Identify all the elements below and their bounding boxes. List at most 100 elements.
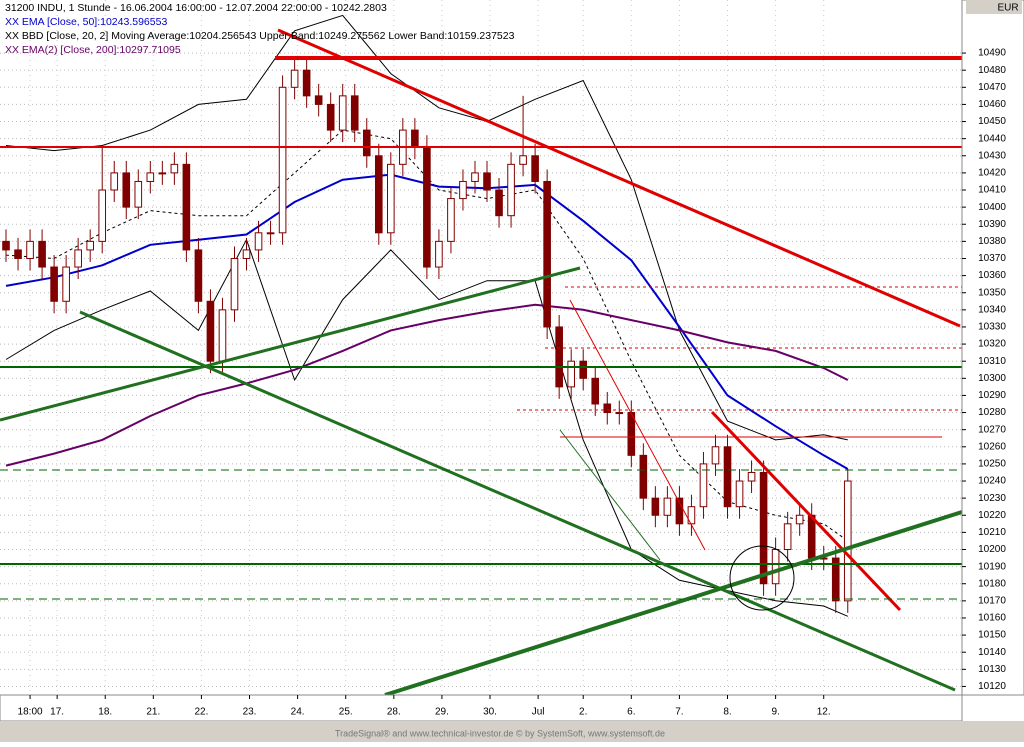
y-tick-label: 10130 xyxy=(978,664,1006,675)
axes: 10120 10130 10140 10150 10160 10170 10180 10190… xyxy=(18,48,1007,718)
candle-body xyxy=(110,172,119,191)
legend: 31200 INDU, 1 Stunde - 16.06.2004 16:00:… xyxy=(5,2,515,56)
candle-body xyxy=(711,446,720,465)
candle-body xyxy=(447,198,455,242)
candle-body xyxy=(807,514,816,559)
y-tick-label: 10450 xyxy=(978,116,1006,127)
y-tick-label: 10260 xyxy=(978,441,1006,452)
x-tick-label: 8. xyxy=(723,707,731,718)
y-tick-label: 10170 xyxy=(978,595,1006,606)
candle-body xyxy=(495,189,503,217)
candle-body xyxy=(38,240,46,268)
y-tick-label: 10290 xyxy=(978,390,1006,401)
candle-body xyxy=(50,266,58,302)
candle-body xyxy=(843,480,852,602)
candle-body xyxy=(699,463,708,508)
candle-body xyxy=(591,377,600,405)
candle-body xyxy=(459,180,467,200)
candle-body xyxy=(651,497,660,516)
candle-body xyxy=(266,232,275,235)
candle-body xyxy=(639,454,648,499)
y-tick-label: 10460 xyxy=(978,99,1006,110)
candle-body xyxy=(158,172,167,175)
candle-body xyxy=(507,163,515,217)
y-tick-label: 10480 xyxy=(978,65,1006,76)
candle-body xyxy=(170,163,179,174)
candle-body xyxy=(194,249,203,302)
y-tick-label: 10370 xyxy=(978,253,1006,264)
y-tick-label: 10270 xyxy=(978,424,1006,435)
candle-body xyxy=(290,69,299,88)
candle-body xyxy=(314,95,323,105)
y-tick-label: 10360 xyxy=(978,270,1006,281)
marker-circle xyxy=(729,545,795,611)
candle-body xyxy=(254,232,263,251)
candle-body xyxy=(122,172,131,208)
candle-body xyxy=(242,249,251,259)
trend-line xyxy=(79,310,956,692)
candle-body xyxy=(278,86,287,234)
candle-body xyxy=(483,172,491,191)
candle-body xyxy=(98,189,107,242)
footer-bar xyxy=(0,721,1024,742)
candle-body xyxy=(182,163,191,251)
candle-body xyxy=(86,240,94,251)
candle-body xyxy=(374,155,383,234)
y-tick-label: 10280 xyxy=(978,407,1006,418)
x-tick-label: 2. xyxy=(579,707,587,718)
candle-body xyxy=(134,180,143,208)
legend-entry: XX EMA [Close, 50]:10243.596553 xyxy=(5,16,167,28)
candle-body xyxy=(206,300,215,362)
y-tick-label: 10440 xyxy=(978,133,1006,144)
y-tick-label: 10380 xyxy=(978,236,1006,247)
candle-body xyxy=(2,240,10,251)
candle-body xyxy=(387,163,395,234)
candle-body xyxy=(519,155,527,165)
candle-body xyxy=(230,257,239,311)
footer-text: TradeSignal® and www.technical-investor.… xyxy=(335,728,665,738)
candle-body xyxy=(687,506,696,525)
y-tick-label: 10150 xyxy=(978,630,1006,641)
bollinger-upper xyxy=(5,14,848,441)
y-tick-label: 10300 xyxy=(978,373,1006,384)
candle-body xyxy=(675,497,684,525)
candle-body xyxy=(627,412,636,456)
x-tick-label: 24. xyxy=(291,707,305,718)
y-tick-label: 10390 xyxy=(978,219,1006,230)
x-tick-label: 6. xyxy=(627,707,635,718)
candle-body xyxy=(338,95,347,131)
moving-average xyxy=(5,173,849,470)
candle-body xyxy=(831,557,840,602)
candle-body xyxy=(747,471,756,482)
candle-body xyxy=(531,155,539,182)
x-tick-label: 21. xyxy=(146,707,160,718)
x-tick-label: 22. xyxy=(194,707,208,718)
candle-body xyxy=(362,129,371,157)
x-tick-label: 28. xyxy=(387,707,401,718)
y-tick-label: 10330 xyxy=(978,322,1006,333)
candle-body xyxy=(411,129,419,148)
y-tick-label: 10200 xyxy=(978,544,1006,555)
drawings xyxy=(0,28,963,697)
x-tick-label: 30. xyxy=(483,707,497,718)
y-tick-label: 10420 xyxy=(978,168,1006,179)
y-tick-label: 10400 xyxy=(978,202,1006,213)
y-tick-label: 10210 xyxy=(978,527,1006,538)
trend-line xyxy=(559,429,661,561)
x-tick-label: 18:00 xyxy=(18,707,43,718)
currency: EUR xyxy=(997,3,1018,14)
chart-title: 31200 INDU, 1 Stunde - 16.06.2004 16:00:… xyxy=(5,2,387,14)
candle-body xyxy=(723,446,732,508)
y-tick-label: 10220 xyxy=(978,510,1006,521)
candle-body xyxy=(326,103,335,131)
x-tick-label: 25. xyxy=(339,707,353,718)
candle-body xyxy=(783,523,792,550)
legend-entry: XX EMA(2) [Close, 200]:10297.71095 xyxy=(5,44,181,56)
y-tick-label: 10190 xyxy=(978,561,1006,572)
candle-body xyxy=(567,360,575,388)
y-tick-label: 10310 xyxy=(978,356,1006,367)
trend-line xyxy=(277,28,961,328)
x-tick-label: 23. xyxy=(243,707,257,718)
